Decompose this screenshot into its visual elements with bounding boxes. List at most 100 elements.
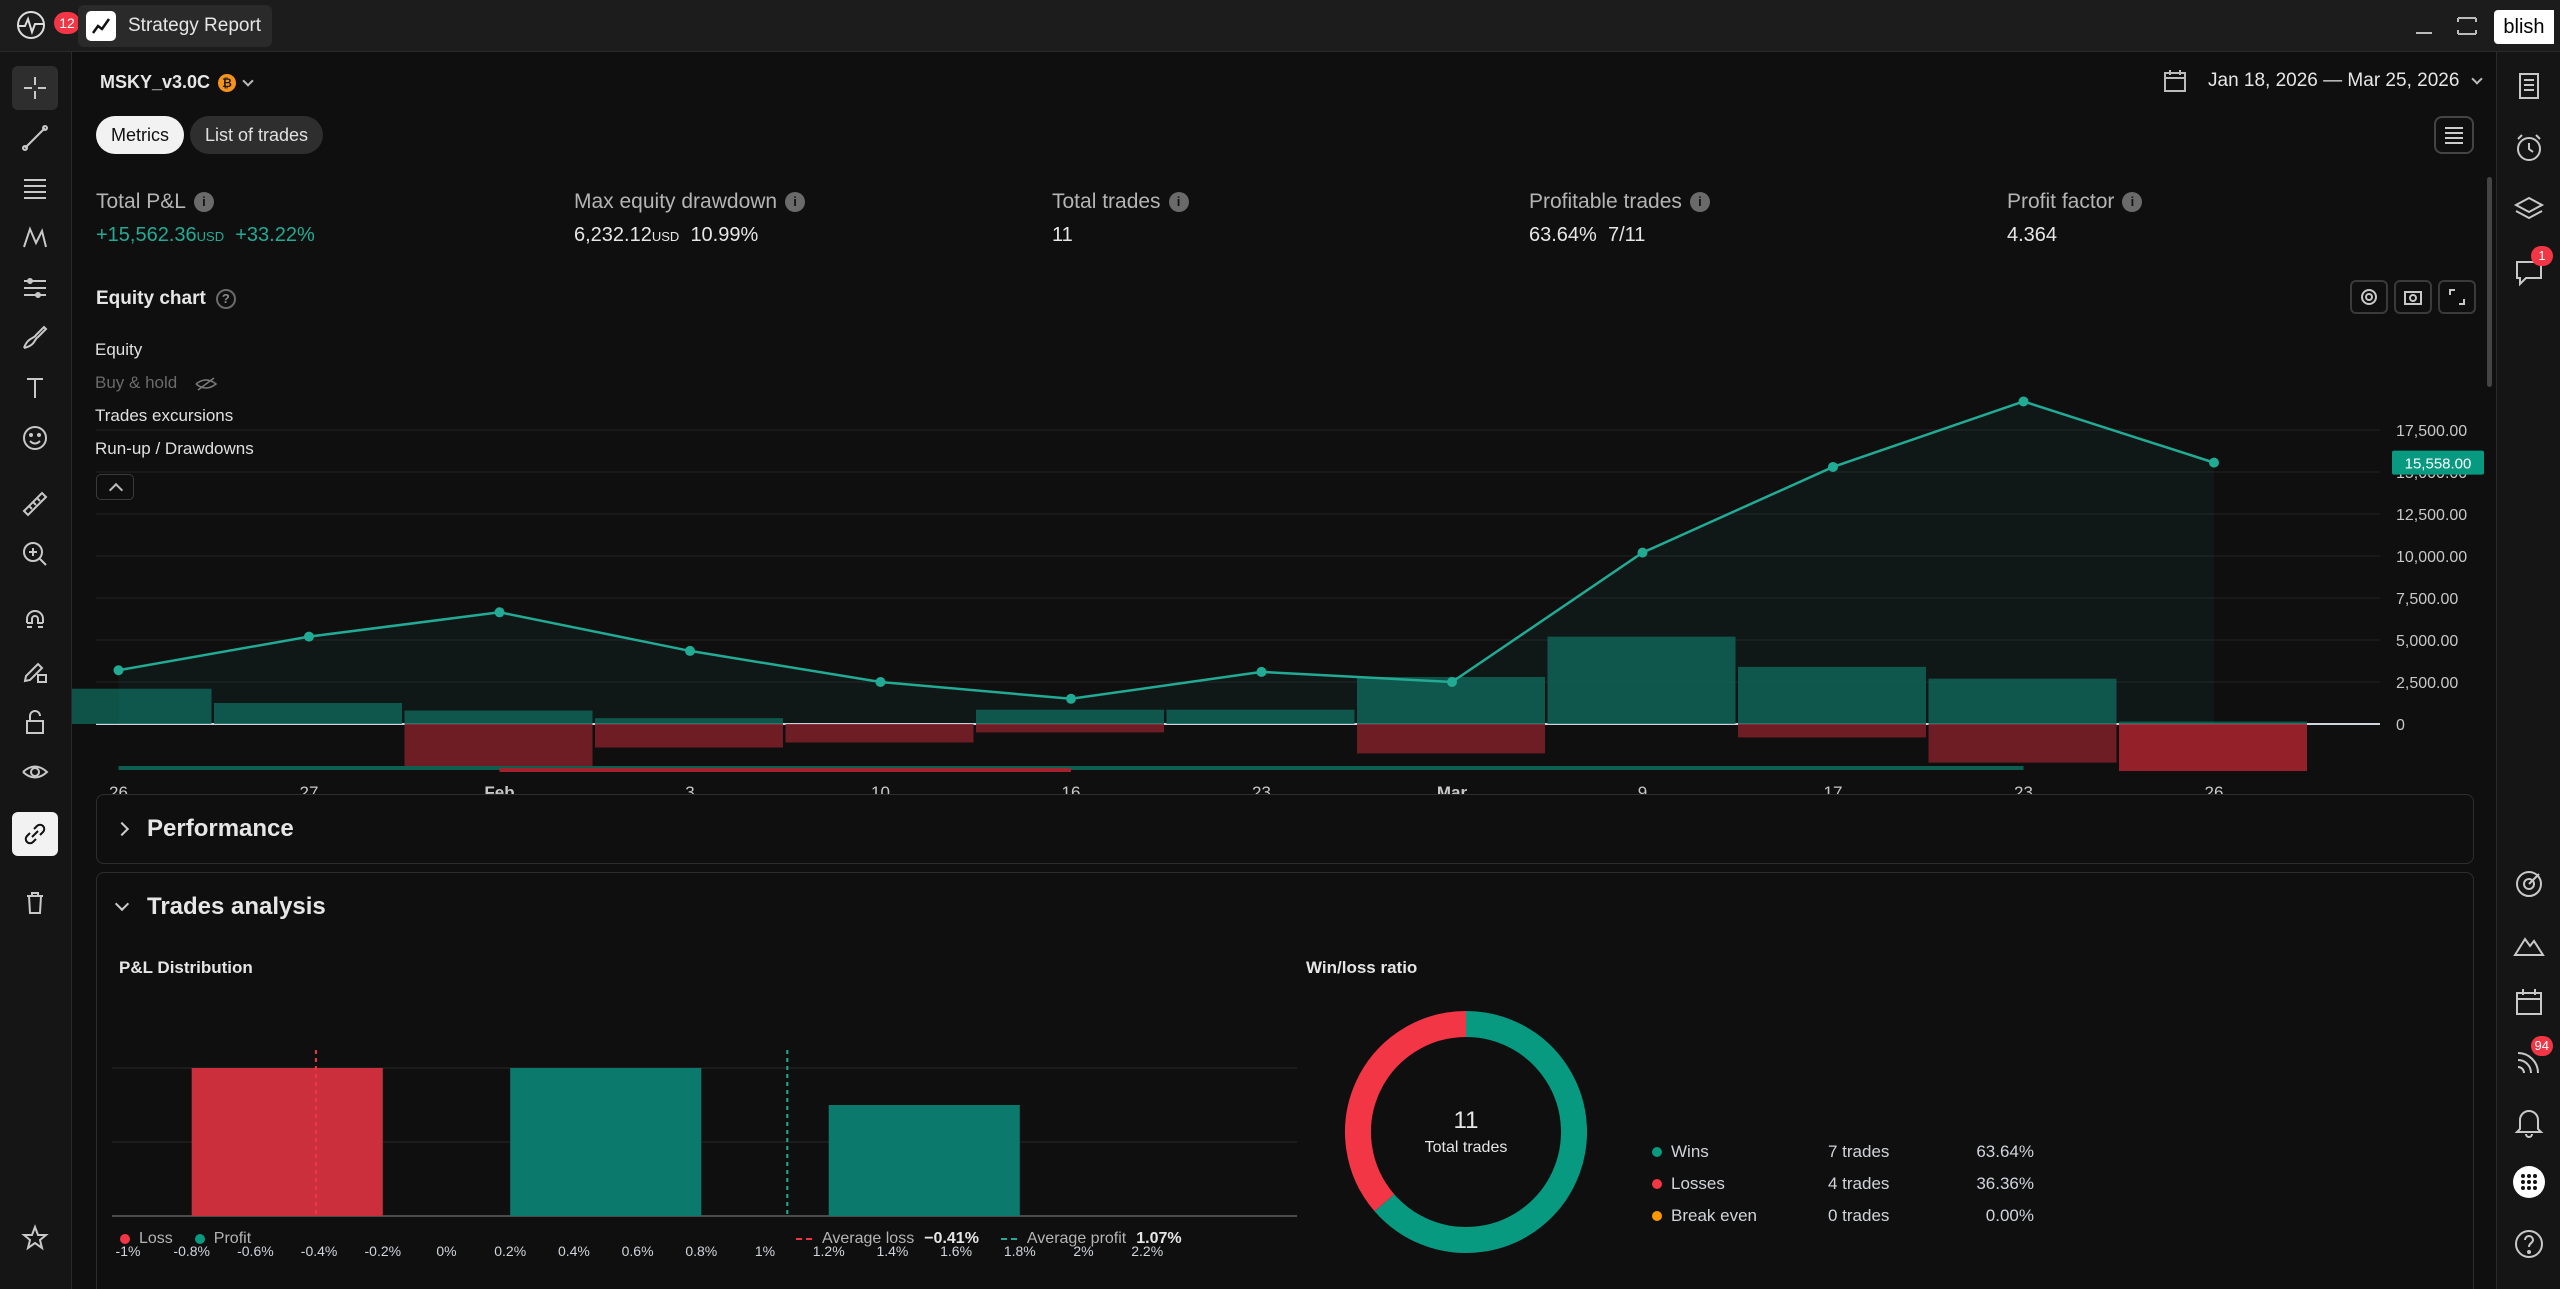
- x-tick-label: 0.8%: [685, 1243, 717, 1259]
- tab-list-of-trades[interactable]: List of trades: [190, 116, 324, 154]
- minimize-icon[interactable]: [2408, 18, 2438, 40]
- info-icon[interactable]: i: [785, 192, 806, 212]
- favorites-tool[interactable]: [12, 1216, 58, 1260]
- maximize-icon[interactable]: [2452, 14, 2482, 38]
- metric-value: +15,562.36: [96, 224, 197, 246]
- text-icon: [27, 378, 43, 398]
- x-tick-label: -1%: [116, 1243, 141, 1259]
- zoom-tool[interactable]: [12, 532, 58, 576]
- row-trades: 4 trades: [1828, 1174, 1890, 1193]
- pattern-tool[interactable]: [12, 216, 58, 260]
- help-icon[interactable]: ?: [215, 289, 236, 309]
- metric-label: Profitable trades: [1529, 190, 1682, 213]
- y-tick-label: 12,500.00: [2396, 507, 2467, 524]
- info-icon[interactable]: i: [1689, 192, 1710, 212]
- alerts-button[interactable]: [2507, 126, 2551, 170]
- x-tick-label: 0.4%: [558, 1243, 590, 1259]
- legend-runup-drawdowns[interactable]: Run-up / Drawdowns: [95, 439, 254, 458]
- crosshair-tool[interactable]: [12, 66, 58, 110]
- magnet-tool[interactable]: [12, 600, 58, 644]
- donut-chart: [1345, 1011, 1587, 1253]
- x-tick-label: 0.2%: [494, 1243, 526, 1259]
- tab-strategy-report[interactable]: Strategy Report: [78, 5, 272, 47]
- right-sidebar: 1 94: [2496, 52, 2560, 1289]
- tab-metrics[interactable]: Metrics: [96, 116, 184, 154]
- news-feed-button[interactable]: 94: [2507, 1036, 2553, 1084]
- alarm-clock-icon: [2517, 134, 2541, 161]
- metric-extra: +33.22%: [235, 224, 315, 246]
- strategy-selector[interactable]: MSKY_v3.0C ₿: [100, 72, 254, 93]
- watchlist-icon: [2519, 73, 2539, 99]
- win-loss-table: Wins 7 trades 63.64% Losses 4 trades 36.36% Br…: [1652, 1136, 2034, 1232]
- runup-bar: [404, 710, 593, 724]
- legend-trades-excursions[interactable]: Trades excursions: [95, 406, 234, 425]
- row-label: Break even: [1671, 1206, 1757, 1225]
- measure-tool[interactable]: [12, 482, 58, 526]
- y-tick-label: 17,500.00: [2396, 423, 2467, 440]
- x-tick-label: -0.4%: [301, 1243, 338, 1259]
- hide-tool[interactable]: [12, 750, 58, 794]
- x-tick-label: 0.6%: [622, 1243, 654, 1259]
- y-tick-label: 7,500.00: [2396, 591, 2458, 608]
- tradingview-menu-button[interactable]: 12: [14, 10, 80, 44]
- trend-line-tool[interactable]: [12, 116, 58, 160]
- donut-center: 11 Total trades: [1344, 1010, 1588, 1254]
- performance-panel[interactable]: Performance: [96, 794, 2474, 864]
- unlock-icon: [26, 710, 44, 734]
- screenshot-button[interactable]: [2394, 280, 2432, 314]
- x-tick-label: 1.2%: [813, 1243, 845, 1259]
- object-tree-button[interactable]: [2507, 188, 2551, 232]
- runup-bar: [1166, 709, 1355, 724]
- lock-drawing-tool[interactable]: [12, 650, 58, 694]
- metric-unit: USD: [651, 229, 680, 244]
- pencil-lock-icon: [23, 662, 47, 683]
- apps-button[interactable]: [2507, 1160, 2551, 1204]
- row-label-cell: Losses: [1652, 1174, 1828, 1194]
- metric-extra: 7/11: [1607, 224, 1646, 246]
- chats-button[interactable]: 1: [2507, 246, 2553, 294]
- trades-analysis-header[interactable]: Trades analysis: [114, 893, 326, 921]
- layout-toggle-button[interactable]: [2434, 116, 2474, 154]
- info-icon[interactable]: i: [2122, 192, 2143, 212]
- eye-icon: [22, 765, 49, 779]
- forecast-tool[interactable]: [12, 266, 58, 310]
- legend-dot: [1652, 1211, 1662, 1221]
- fib-tool[interactable]: [12, 166, 58, 210]
- legend-equity[interactable]: Equity: [95, 340, 143, 359]
- row-trades: 7 trades: [1828, 1142, 1890, 1161]
- link-tool[interactable]: [12, 812, 58, 856]
- performance-header[interactable]: Performance: [114, 815, 294, 843]
- runup-bar: [1928, 678, 2117, 724]
- brush-tool[interactable]: [12, 316, 58, 360]
- publish-button[interactable]: blish: [2494, 10, 2554, 44]
- watchlist-button[interactable]: [2507, 64, 2551, 108]
- lock-all-tool[interactable]: [12, 700, 58, 744]
- info-icon[interactable]: i: [1168, 192, 1189, 212]
- ideas-button[interactable]: [2507, 862, 2551, 906]
- emoji-tool[interactable]: [12, 416, 58, 460]
- legend-buy-hold[interactable]: Buy & hold: [95, 373, 218, 393]
- avg-loss-value: −0.41%: [924, 1230, 979, 1247]
- help-button[interactable]: [2507, 1222, 2551, 1266]
- x-tick-label: 1%: [755, 1243, 775, 1259]
- date-range-selector[interactable]: Jan 18, 2026 — Mar 25, 2026: [2162, 68, 2484, 94]
- fullscreen-button[interactable]: [2438, 280, 2476, 314]
- link-icon: [24, 823, 46, 845]
- row-label: Wins: [1671, 1142, 1709, 1161]
- notifications-button[interactable]: [2507, 1100, 2551, 1144]
- text-tool[interactable]: [12, 366, 58, 410]
- calendar-button[interactable]: [2507, 980, 2551, 1024]
- scrollbar[interactable]: [2487, 177, 2492, 387]
- equity-chart: 17,500.0015,000.0012,500.0010,000.007,50…: [72, 396, 2484, 802]
- remove-drawings-tool[interactable]: [12, 880, 58, 924]
- x-tick-label: -0.6%: [237, 1243, 274, 1259]
- collapse-legend-button[interactable]: [96, 474, 134, 500]
- equity-point: [1447, 677, 1457, 687]
- metric-total-pnl: Total P&L i +15,562.36USD +33.22%: [96, 190, 315, 247]
- info-icon[interactable]: i: [193, 192, 214, 212]
- list-icon: [2445, 127, 2463, 144]
- chart-settings-button[interactable]: [2350, 280, 2388, 314]
- scripts-button[interactable]: [2507, 922, 2551, 966]
- win-loss-row: Break even 0 trades 0.00%: [1652, 1200, 2034, 1232]
